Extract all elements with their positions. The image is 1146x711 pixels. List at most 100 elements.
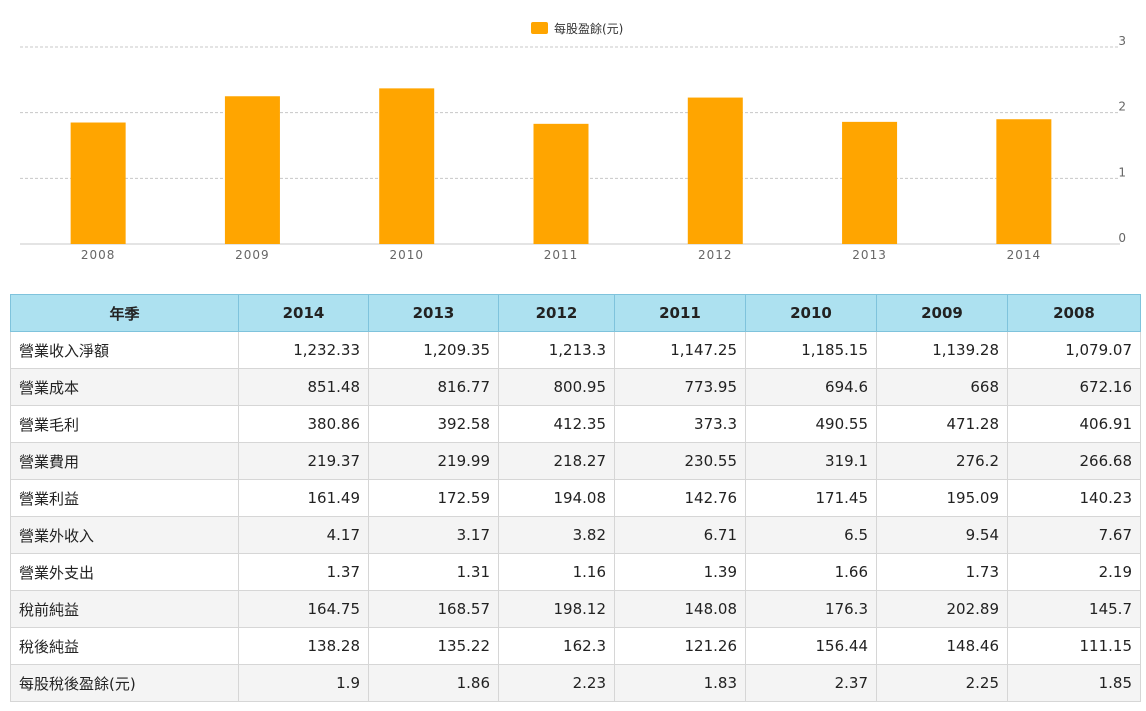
table-cell: 490.55 xyxy=(745,405,877,443)
table-cell: 219.99 xyxy=(368,442,499,480)
table-cell: 218.27 xyxy=(498,442,615,480)
table-cell: 202.89 xyxy=(876,590,1008,628)
x-tick-label: 2009 xyxy=(235,248,270,262)
table-cell: 198.12 xyxy=(498,590,615,628)
table-cell: 319.1 xyxy=(745,442,877,480)
table-row: 稅後純益 138.28 135.22 162.3 121.26 156.44 148.46 1… xyxy=(10,627,1141,665)
table-cell: 373.3 xyxy=(614,405,746,443)
table-cell: 412.35 xyxy=(498,405,615,443)
header-cell-year: 2008 xyxy=(1007,294,1141,332)
table-cell: 171.45 xyxy=(745,479,877,517)
table-cell: 195.09 xyxy=(876,479,1008,517)
table-cell: 1.9 xyxy=(238,664,369,702)
table-cell: 1.16 xyxy=(498,553,615,591)
row-label: 稅後純益 xyxy=(10,627,239,665)
row-label: 稅前純益 xyxy=(10,590,239,628)
table-cell: 1,185.15 xyxy=(745,331,877,369)
table-cell: 156.44 xyxy=(745,627,877,665)
table-cell: 121.26 xyxy=(614,627,746,665)
table-cell: 1,139.28 xyxy=(876,331,1008,369)
row-label: 營業收入淨額 xyxy=(10,331,239,369)
table-cell: 135.22 xyxy=(368,627,499,665)
table-row: 營業外收入 4.17 3.17 3.82 6.71 6.5 9.54 7.67 xyxy=(10,516,1141,554)
row-label: 營業費用 xyxy=(10,442,239,480)
table-cell: 1.66 xyxy=(745,553,877,591)
table-row: 每股稅後盈餘(元) 1.9 1.86 2.23 1.83 2.37 2.25 1.85 xyxy=(10,664,1141,702)
bar-2012 xyxy=(687,97,743,245)
x-tick-label: 2013 xyxy=(852,248,887,262)
table-row: 營業毛利 380.86 392.58 412.35 373.3 490.55 471.28 4… xyxy=(10,405,1141,443)
table-cell: 148.08 xyxy=(614,590,746,628)
table-row: 營業外支出 1.37 1.31 1.16 1.39 1.66 1.73 2.19 xyxy=(10,553,1141,591)
table-header-row: 年季 2014 2013 2012 2011 2010 2009 2008 xyxy=(10,294,1141,332)
row-label: 每股稅後盈餘(元) xyxy=(10,664,239,702)
table-cell: 1.39 xyxy=(614,553,746,591)
table-cell: 194.08 xyxy=(498,479,615,517)
table-cell: 3.82 xyxy=(498,516,615,554)
table-cell: 1.37 xyxy=(238,553,369,591)
table-cell: 111.15 xyxy=(1007,627,1141,665)
x-tick-label: 2012 xyxy=(698,248,733,262)
x-tick-label: 2014 xyxy=(1007,248,1042,262)
table-cell: 668 xyxy=(876,368,1008,406)
header-cell-year: 2011 xyxy=(614,294,746,332)
header-cell-year: 2014 xyxy=(238,294,369,332)
table-cell: 176.3 xyxy=(745,590,877,628)
table-cell: 266.68 xyxy=(1007,442,1141,480)
table-cell: 161.49 xyxy=(238,479,369,517)
table-cell: 145.7 xyxy=(1007,590,1141,628)
table-cell: 1.73 xyxy=(876,553,1008,591)
table-cell: 172.59 xyxy=(368,479,499,517)
row-label: 營業外支出 xyxy=(10,553,239,591)
financial-table-container: 年季 2014 2013 2012 2011 2010 2009 2008 營業收入淨額 1,2… xyxy=(10,294,1141,702)
header-cell-year: 2012 xyxy=(498,294,615,332)
table-cell: 142.76 xyxy=(614,479,746,517)
table-cell: 471.28 xyxy=(876,405,1008,443)
table-cell: 694.6 xyxy=(745,368,877,406)
table-cell: 2.25 xyxy=(876,664,1008,702)
table-cell: 1.85 xyxy=(1007,664,1141,702)
y-tick-label: 0 xyxy=(1118,231,1126,245)
table-cell: 1.86 xyxy=(368,664,499,702)
table-cell: 148.46 xyxy=(876,627,1008,665)
legend-label: 每股盈餘(元) xyxy=(554,21,623,36)
table-cell: 4.17 xyxy=(238,516,369,554)
header-cell-year: 2010 xyxy=(745,294,877,332)
table-cell: 392.58 xyxy=(368,405,499,443)
table-row: 營業收入淨額 1,232.33 1,209.35 1,213.3 1,147.25 1,1… xyxy=(10,331,1141,369)
bar-2014 xyxy=(996,119,1052,244)
table-row: 稅前純益 164.75 168.57 198.12 148.08 176.3 202.89 1… xyxy=(10,590,1141,628)
table-cell: 2.37 xyxy=(745,664,877,702)
table-cell: 800.95 xyxy=(498,368,615,406)
table-cell: 3.17 xyxy=(368,516,499,554)
bar-2013 xyxy=(842,121,898,244)
header-cell-year: 2013 xyxy=(368,294,499,332)
table-cell: 162.3 xyxy=(498,627,615,665)
table-cell: 164.75 xyxy=(238,590,369,628)
table-cell: 1,232.33 xyxy=(238,331,369,369)
x-tick-label: 2011 xyxy=(544,248,579,262)
bar-2009 xyxy=(224,96,280,244)
table-cell: 168.57 xyxy=(368,590,499,628)
header-cell-year: 2009 xyxy=(876,294,1008,332)
table-cell: 140.23 xyxy=(1007,479,1141,517)
table-cell: 230.55 xyxy=(614,442,746,480)
table-cell: 7.67 xyxy=(1007,516,1141,554)
eps-bar-chart: 0 1 2 3 每股盈餘(元) 2008 2009 2010 2011 2012 2013 2014 xyxy=(0,0,1146,290)
table-cell: 1.83 xyxy=(614,664,746,702)
table-cell: 1,147.25 xyxy=(614,331,746,369)
table-cell: 138.28 xyxy=(238,627,369,665)
table-cell: 816.77 xyxy=(368,368,499,406)
table-cell: 219.37 xyxy=(238,442,369,480)
table-cell: 380.86 xyxy=(238,405,369,443)
bar-2008 xyxy=(70,122,126,244)
row-label: 營業成本 xyxy=(10,368,239,406)
table-cell: 1,209.35 xyxy=(368,331,499,369)
table-cell: 773.95 xyxy=(614,368,746,406)
chart-canvas: 0 1 2 3 每股盈餘(元) 2008 2009 2010 2011 2012 2013 2014 xyxy=(20,21,1126,262)
table-cell: 1.31 xyxy=(368,553,499,591)
table-cell: 1,213.3 xyxy=(498,331,615,369)
table-cell: 2.23 xyxy=(498,664,615,702)
legend-swatch xyxy=(531,22,548,34)
table-cell: 851.48 xyxy=(238,368,369,406)
